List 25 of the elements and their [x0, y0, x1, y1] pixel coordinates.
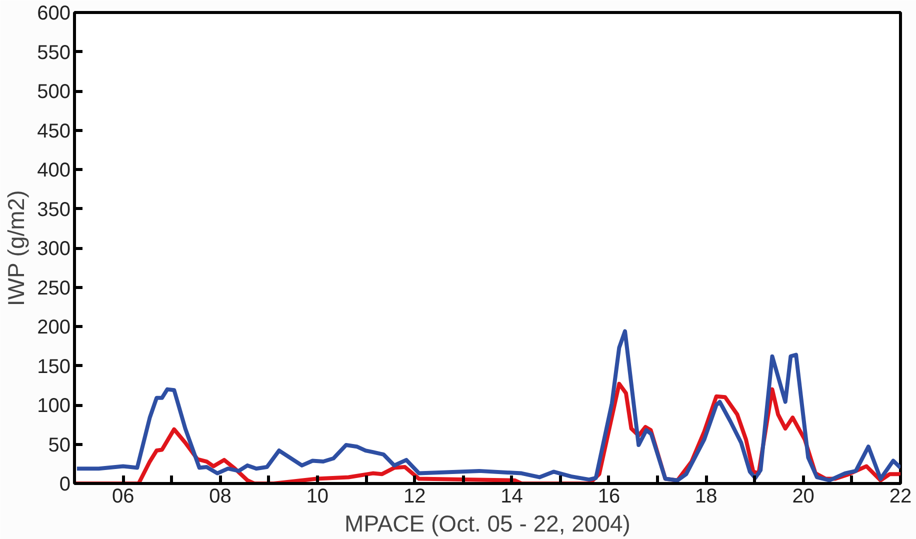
y-axis-title: IWP (g/m2): [3, 190, 30, 306]
y-tick-label: 550: [37, 42, 71, 64]
y-tick-label: 100: [37, 395, 71, 417]
y-tick-label: 450: [37, 120, 71, 142]
y-tick-label: 0: [59, 474, 70, 496]
x-tick-label: 20: [792, 486, 814, 508]
x-tick-label: 08: [209, 486, 232, 508]
x-tick-label: 12: [403, 486, 426, 508]
y-tick-label: 350: [37, 198, 71, 221]
x-tick-label: 10: [306, 486, 329, 508]
x-tick-label: 16: [598, 486, 620, 508]
y-tick-label: 300: [37, 238, 71, 260]
y-tick-label: 500: [37, 81, 71, 103]
x-tick-label: 06: [112, 486, 134, 508]
x-tick-label: 18: [695, 486, 718, 508]
y-tick-label: 250: [37, 277, 71, 300]
y-tick-label: 50: [48, 434, 71, 456]
y-tick-label: 200: [37, 316, 71, 338]
x-tick-label: 14: [500, 486, 523, 508]
line-series: [74, 329, 900, 482]
x-axis-title: MPACE (Oct. 05 - 22, 2004): [344, 510, 630, 536]
y-tick-label: 400: [37, 160, 71, 182]
y-tick-label: 150: [37, 356, 71, 378]
x-tick-label: 22: [889, 486, 912, 508]
y-tick-label: 600: [37, 2, 71, 24]
